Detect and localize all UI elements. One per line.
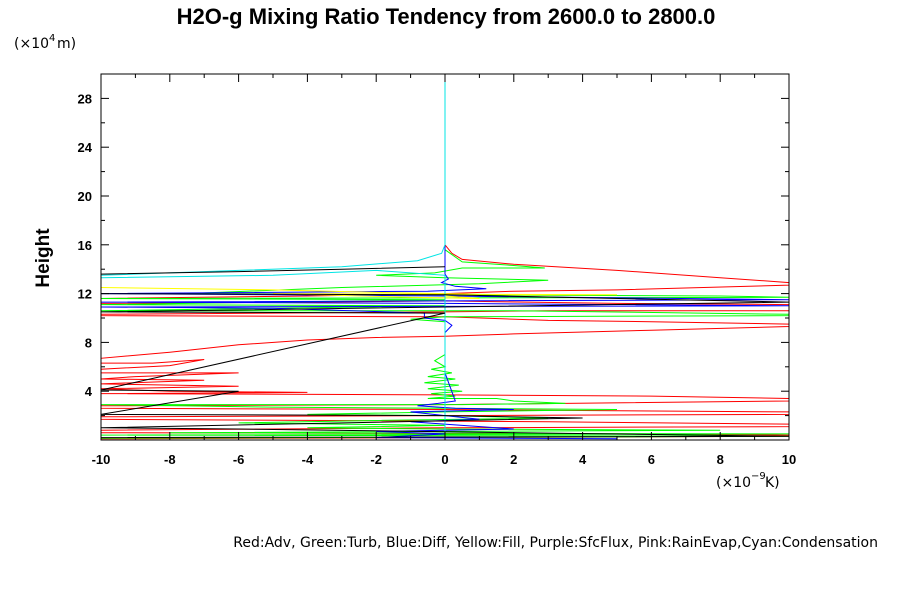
x-tick-label: 0 [441, 452, 448, 467]
series-line-turb-1 [100, 74, 790, 439]
y-tick-label: 4 [85, 384, 93, 399]
x-tick-label: 10 [782, 452, 796, 467]
x-tick-label: -10 [92, 452, 111, 467]
y-axis-label: Height [33, 228, 54, 288]
x-tick-label: -4 [302, 452, 314, 467]
x-tick-label: 4 [579, 452, 587, 467]
x-tick-label: -6 [233, 452, 245, 467]
legend-text: Red:Adv, Green:Turb, Blue:Diff, Yellow:F… [233, 535, 878, 551]
y-tick-label: 24 [78, 140, 93, 155]
x-tick-label: 2 [510, 452, 517, 467]
y-tick-label: 12 [78, 287, 92, 302]
x-tick-label: 6 [648, 452, 655, 467]
y-tick-label: 28 [78, 91, 92, 106]
y-tick-label: 20 [78, 189, 92, 204]
series-layer [100, 74, 790, 440]
series-line-unlabeled-5 [100, 266, 790, 439]
y-unit-prefix: (×10 [14, 36, 49, 52]
y-unit-suffix: m) [57, 36, 76, 52]
x-unit-label: (×10 −9 K) [716, 471, 780, 491]
x-unit-suffix: K) [765, 475, 780, 491]
y-tick-label: 16 [78, 238, 92, 253]
x-unit-exponent: −9 [751, 471, 766, 482]
x-unit-prefix: (×10 [716, 475, 751, 491]
x-tick-label: -8 [164, 452, 176, 467]
y-tick-label: 8 [85, 335, 92, 350]
chart-title: H2O-g Mixing Ratio Tendency from 2600.0 … [177, 4, 716, 29]
series-line-diff-2 [100, 74, 790, 440]
y-unit-exponent: 4 [49, 33, 55, 44]
y-unit-label: (×10 4 m) [14, 33, 76, 52]
x-tick-label: 8 [717, 452, 724, 467]
x-tick-label: -2 [370, 452, 382, 467]
